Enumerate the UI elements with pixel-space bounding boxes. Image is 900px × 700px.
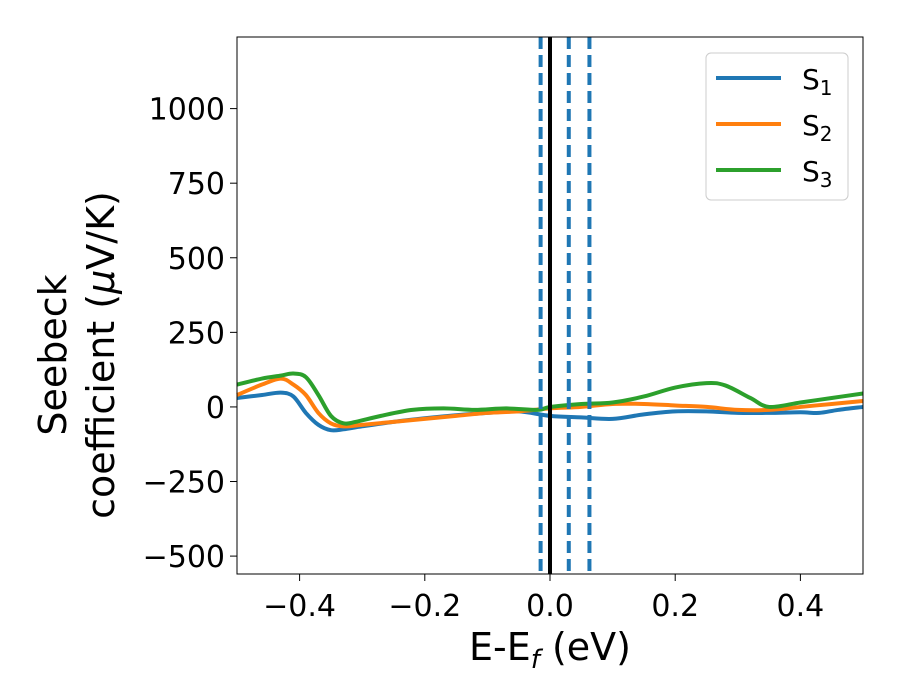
legend-entry-s2: S2: [716, 109, 833, 146]
x-tick-label: 0.2: [651, 589, 699, 624]
legend: S1 S2 S3: [705, 52, 849, 201]
y-tick-label: 1000: [149, 93, 225, 128]
y-tick-label: −250: [143, 466, 225, 501]
series-lines: [236, 371, 864, 433]
y-axis-label-line2-post: V/K): [79, 191, 123, 270]
x-tick-label: 0.4: [777, 589, 825, 624]
x-axis-label-main: E-E: [469, 625, 531, 669]
y-tick-label: 750: [168, 167, 225, 202]
x-axis-ticks: −0.4 −0.2 0.0 0.2 0.4: [263, 574, 824, 624]
y-tick-label: 250: [168, 316, 225, 351]
y-tick-label: 500: [168, 242, 225, 277]
y-axis-label-line2: coefficient (μV/K): [79, 191, 123, 519]
series-line-s2: [236, 376, 864, 429]
x-axis-label: E-Ef (eV): [469, 625, 631, 675]
plot-frame: [236, 36, 864, 575]
legend-entry-s3: S3: [716, 155, 833, 192]
x-tick-label: −0.4: [263, 589, 336, 624]
x-axis-label-unit: (eV): [540, 625, 631, 669]
legend-label-s2: S2: [802, 109, 833, 146]
y-tick-label: 0: [206, 391, 225, 426]
x-tick-label: 0.0: [526, 589, 574, 624]
series-line-s3: [236, 371, 864, 426]
legend-entry-s1: S1: [716, 63, 833, 100]
vertical-lines: [538, 37, 592, 574]
x-tick-label: −0.2: [388, 589, 461, 624]
y-axis-label-line2-pre: coefficient (: [79, 294, 123, 519]
legend-label-s1: S1: [802, 63, 833, 100]
legend-box: [705, 52, 849, 201]
y-tick-label: −500: [143, 540, 225, 575]
y-axis-label: Seebeck coefficient (μV/K): [31, 191, 123, 519]
y-axis-label-mu: μ: [79, 270, 123, 295]
y-axis-label-line1: Seebeck: [31, 274, 75, 435]
y-axis-ticks: −500 −250 0 250 500 750 1000: [143, 93, 237, 575]
legend-label-s3: S3: [802, 155, 833, 192]
